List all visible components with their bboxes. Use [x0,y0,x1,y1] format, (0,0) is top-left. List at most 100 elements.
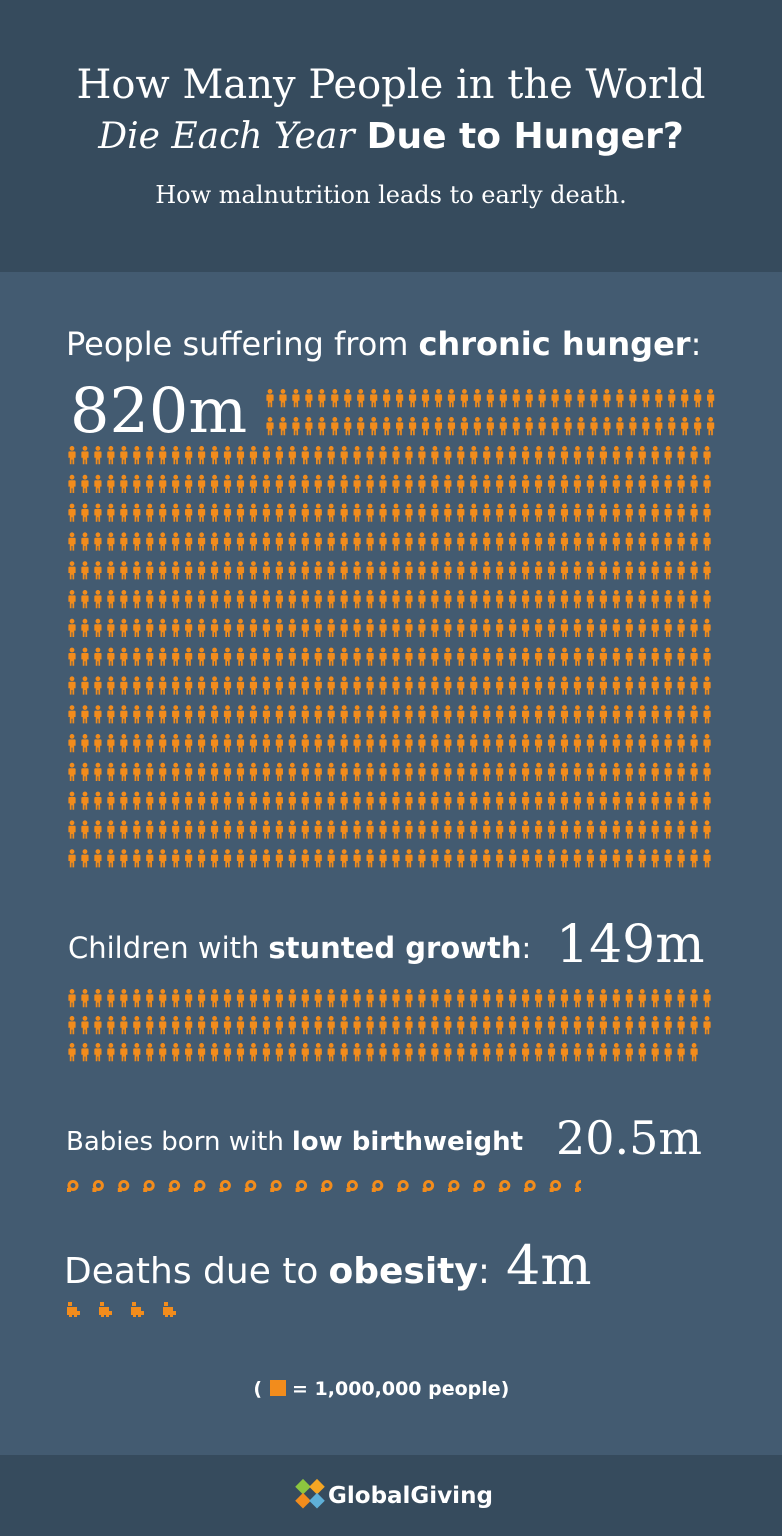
icon [275,532,283,551]
icon [651,676,659,695]
icon [651,849,659,868]
icon [379,762,387,781]
icon [483,849,491,868]
icon [94,532,102,551]
icon [586,503,594,522]
icon-shape [301,705,309,724]
icon [172,734,180,753]
icon [331,417,339,436]
icon-shape [470,734,478,753]
icon [534,503,543,522]
icon [496,647,504,666]
icon-shape [185,503,193,522]
icon [94,474,102,493]
icon-shape [353,1043,361,1062]
icon [638,705,646,724]
icon [560,474,569,493]
icon [651,532,659,551]
icon [586,849,594,868]
icon-shape [638,1043,646,1062]
icon [353,1043,361,1062]
icon-shape [262,791,270,810]
icon-shape [496,618,504,637]
icon-shape [68,532,76,551]
icon-shape [444,647,452,666]
icon-shape [353,676,361,695]
icon [198,1016,206,1035]
icon [68,989,76,1008]
icon [236,647,245,666]
icon [483,590,491,609]
icon [690,503,698,522]
icon [522,503,530,522]
icon [612,618,620,637]
icon-shape [408,389,417,408]
icon [314,561,322,580]
icon [314,989,322,1008]
icon [327,1016,335,1035]
icon [249,676,258,695]
icon-shape [651,590,659,609]
icon [677,849,685,868]
icon-shape [418,590,426,609]
icon [262,1043,270,1062]
icon [68,590,76,609]
icon-shape [496,446,504,465]
icon-shape [379,989,387,1008]
icon-shape [457,618,465,637]
icon-shape [642,417,650,436]
icon-shape [68,647,76,666]
icon-shape [94,989,102,1008]
icon [408,417,417,436]
icon-shape [664,446,672,465]
icon-shape [107,791,115,810]
icon [664,1016,672,1035]
icon [159,989,167,1008]
icon [522,734,530,753]
icon [357,389,365,408]
icon [483,791,491,810]
icon-shape [499,417,507,436]
icon [133,705,141,724]
icon-shape [301,474,309,493]
icon-shape [68,474,76,493]
icon-shape [522,989,530,1008]
icon [81,1043,89,1062]
icon [534,532,543,551]
icon [444,590,452,609]
icon-shape [422,1180,435,1192]
icon [522,705,530,724]
icon [677,618,685,637]
icon-shape [172,618,180,637]
icon-shape [538,389,546,408]
icon-shape [279,389,287,408]
icon [470,705,478,724]
icon-shape [210,705,219,724]
icon [133,1043,141,1062]
icon-shape [431,849,439,868]
icon-shape [223,532,232,551]
icon-shape [223,849,232,868]
icon [194,1180,206,1192]
icon [94,734,102,753]
icon-shape [547,676,556,695]
icon [421,389,430,408]
icon-shape [560,734,569,753]
icon [185,1016,193,1035]
icon-shape [473,389,481,408]
icon [327,989,335,1008]
icon [512,389,520,408]
icon [560,849,569,868]
icon [483,474,491,493]
icon [457,989,465,1008]
icon [107,676,115,695]
icon-shape [353,561,361,580]
icon [198,446,206,465]
icon-shape [590,389,598,408]
icon-shape [586,532,594,551]
icon-shape [327,705,335,724]
icon [327,446,335,465]
icon [431,1016,439,1035]
icon-shape [573,791,582,810]
icon-shape [301,503,309,522]
